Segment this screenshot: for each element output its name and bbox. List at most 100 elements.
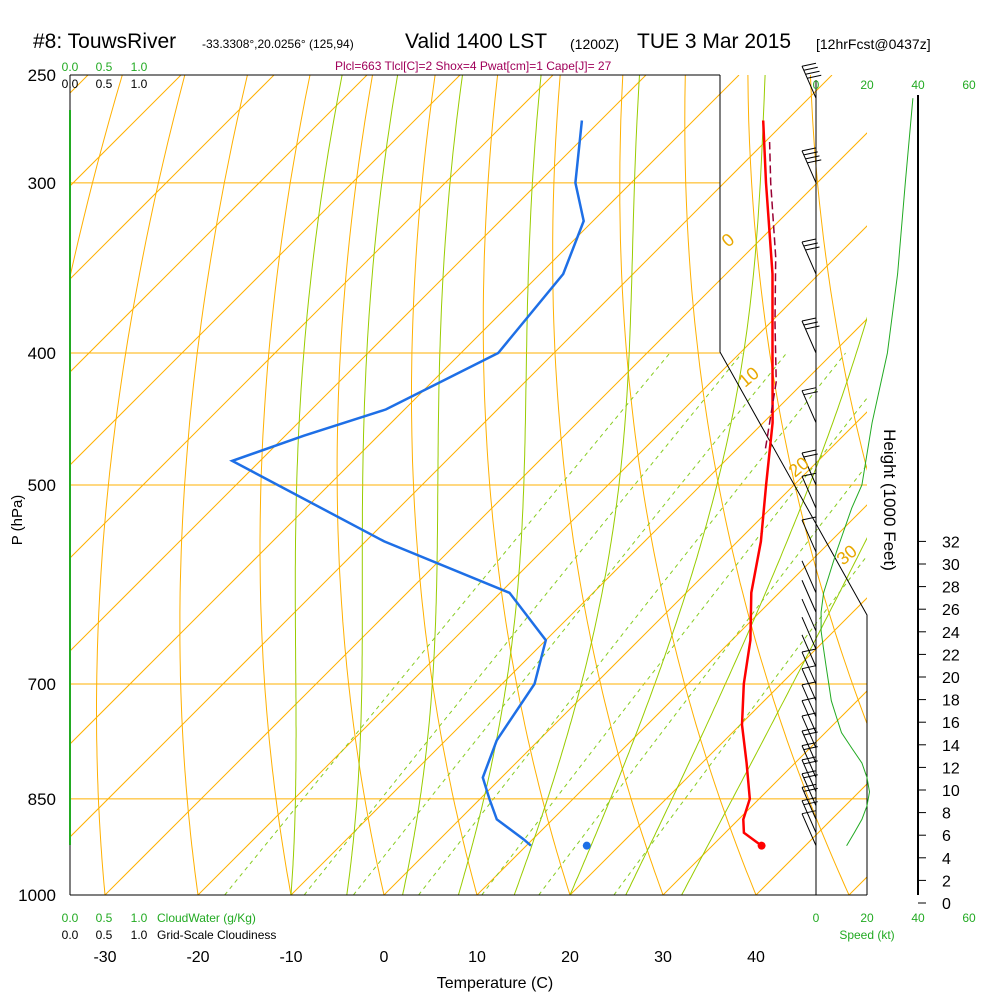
mixing-ratio-line bbox=[303, 352, 743, 895]
temperature-tick-label: 0 bbox=[380, 949, 389, 966]
wind-barb-flag bbox=[803, 787, 818, 792]
surface-temperature-marker bbox=[757, 841, 766, 850]
mixing-ratio-label: 2 bbox=[295, 902, 311, 917]
height-tick-label: 16 bbox=[942, 715, 960, 732]
wind-barb bbox=[801, 150, 817, 184]
isotherm-line bbox=[70, 75, 461, 466]
wind-barb bbox=[801, 715, 817, 749]
wind-barb bbox=[801, 668, 817, 701]
wind-barb-flag bbox=[803, 453, 818, 458]
cloudiness-scale-label: 0.5 bbox=[96, 928, 113, 942]
height-tick-label: 12 bbox=[942, 760, 960, 777]
pressure-tick-label: 500 bbox=[28, 476, 56, 495]
wind-barb-flag bbox=[801, 712, 817, 717]
wind-barb-flag bbox=[801, 681, 817, 686]
forecast-info: [12hrFcst@0437z] bbox=[816, 36, 931, 52]
height-tick-label: 14 bbox=[942, 738, 960, 755]
speed-scale-label: 40 bbox=[911, 911, 925, 925]
wind-barb-flag bbox=[805, 325, 820, 330]
zulu-time: (1200Z) bbox=[570, 36, 620, 52]
wind-barb-flag bbox=[807, 74, 822, 79]
wind-barb-flag bbox=[801, 697, 817, 702]
wind-barb bbox=[801, 580, 817, 613]
mixing-ratio-label: 8 bbox=[472, 902, 488, 917]
dry-adiabat bbox=[259, 75, 311, 895]
wind-barb-flag bbox=[801, 449, 817, 454]
cloudiness-label: Grid-Scale Cloudiness bbox=[157, 928, 276, 942]
pressure-tick-label: 400 bbox=[28, 344, 56, 363]
speed-label: Speed (kt) bbox=[839, 928, 894, 942]
valid-time: Valid 1400 LST bbox=[405, 30, 548, 53]
cloudiness-scale-label: 0.5 bbox=[96, 77, 113, 91]
pressure-tick-label: 250 bbox=[28, 66, 56, 85]
speed-scale-label: 0 bbox=[813, 911, 820, 925]
x-axis-label: Temperature (C) bbox=[437, 975, 553, 992]
cloudwater-scale-label: 0.0 bbox=[62, 60, 79, 74]
height-tick-label: 0 bbox=[942, 896, 951, 913]
height-tick-label: 30 bbox=[942, 557, 960, 574]
cloudwater-scale-label: 1.0 bbox=[131, 911, 148, 925]
mixing-ratio-label: 3 bbox=[344, 902, 360, 917]
wind-barb-flag bbox=[803, 242, 818, 247]
dry-adiabat bbox=[619, 75, 757, 895]
moist-adiabat bbox=[346, 75, 399, 895]
dewpoint-line bbox=[229, 120, 586, 847]
speed-scale-label: 20 bbox=[860, 78, 874, 92]
dry-adiabat bbox=[747, 75, 867, 725]
wind-barb bbox=[801, 241, 817, 275]
wind-barb bbox=[801, 813, 817, 846]
dry-adiabat bbox=[179, 75, 248, 895]
mixing-ratio-line bbox=[418, 352, 846, 895]
wind-speed-trace bbox=[820, 98, 914, 846]
temperature-tick-label: -10 bbox=[279, 949, 302, 966]
moist-adiabat bbox=[681, 537, 867, 895]
moist-adiabat bbox=[625, 316, 867, 895]
valid-date: TUE 3 Mar 2015 bbox=[637, 30, 792, 53]
station-coords: -33.3308°,20.0256° (125,94) bbox=[202, 37, 354, 51]
wind-barb-flag bbox=[801, 472, 817, 477]
wind-barb-flag bbox=[805, 155, 820, 160]
mixing-ratio-line bbox=[224, 352, 671, 895]
temperature-tick-label: -30 bbox=[93, 949, 116, 966]
dry-adiabat bbox=[411, 75, 478, 895]
wind-barb-flag bbox=[801, 238, 817, 243]
dry-adiabat bbox=[552, 75, 664, 895]
isotherm-line bbox=[848, 876, 867, 895]
cloudwater-label: CloudWater (g/Kg) bbox=[157, 911, 256, 925]
wind-barb-flag bbox=[807, 159, 822, 164]
wind-barb-flag bbox=[801, 783, 817, 788]
cloudiness-scale-label: 0.0 bbox=[62, 77, 79, 91]
mixing-ratio-label: 12 bbox=[529, 896, 550, 916]
pressure-tick-label: 850 bbox=[28, 790, 56, 809]
wind-barb-flag bbox=[803, 151, 818, 156]
dry-adiabat bbox=[482, 75, 571, 895]
height-tick-label: 8 bbox=[942, 806, 951, 823]
speed-scale-label: 60 bbox=[962, 911, 976, 925]
isotherm-line bbox=[662, 690, 867, 895]
wind-barb-flag bbox=[801, 797, 817, 802]
cloudwater-scale-label: 1.0 bbox=[131, 60, 148, 74]
wind-barb-flag bbox=[801, 810, 817, 815]
temperature-tick-label: 20 bbox=[561, 949, 579, 966]
wind-barb-flag bbox=[801, 317, 817, 322]
temperature-line bbox=[740, 120, 774, 847]
pressure-tick-label: 300 bbox=[28, 174, 56, 193]
wind-barb bbox=[801, 452, 817, 486]
mixing-ratio-line bbox=[481, 397, 867, 895]
temperature-tick-label: 30 bbox=[654, 949, 672, 966]
dry-adiabat-label: 0 bbox=[718, 229, 739, 251]
wind-barb bbox=[801, 519, 817, 553]
moist-adiabat bbox=[290, 75, 343, 895]
wind-barb-flag bbox=[803, 391, 818, 396]
wind-barb bbox=[801, 651, 817, 685]
pressure-tick-label: 700 bbox=[28, 675, 56, 694]
temperature-tick-label: -20 bbox=[186, 949, 209, 966]
wind-barb-flag bbox=[805, 246, 820, 251]
height-tick-label: 10 bbox=[942, 783, 960, 800]
height-tick-label: 28 bbox=[942, 580, 960, 597]
cloudiness-scale-label: 1.0 bbox=[131, 928, 148, 942]
height-tick-label: 26 bbox=[942, 602, 960, 619]
wind-barb-flag bbox=[805, 70, 820, 75]
